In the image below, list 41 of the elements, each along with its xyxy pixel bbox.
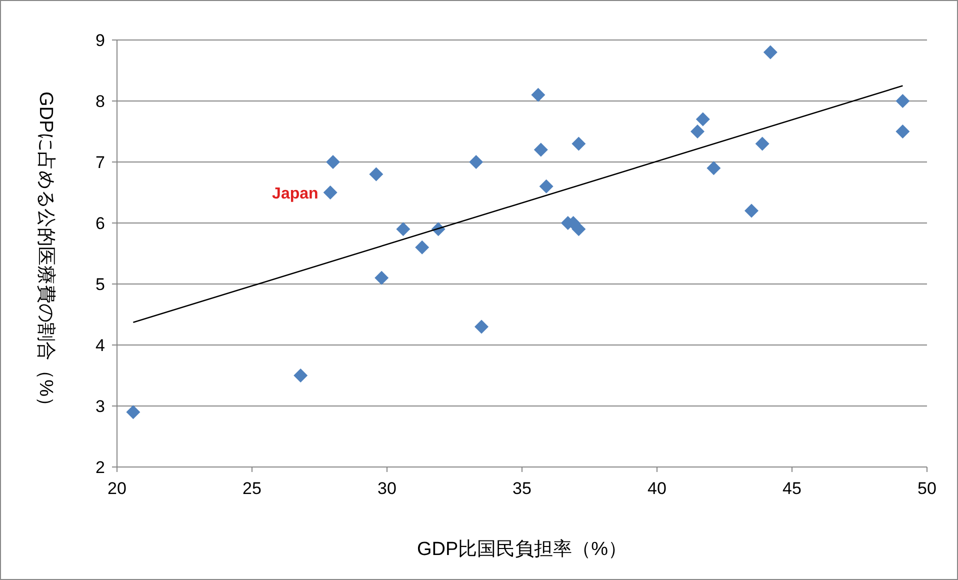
point: [534, 142, 548, 157]
point: [696, 112, 710, 126]
y-tick-label: 9: [96, 31, 105, 50]
x-tick-label: 40: [648, 479, 666, 498]
point: [469, 155, 484, 169]
point: [294, 368, 308, 382]
point: [126, 405, 140, 420]
point: [572, 136, 586, 151]
x-tick-label: 20: [108, 479, 126, 498]
x-tick-label: 50: [918, 479, 936, 498]
y-tick-label: 5: [96, 275, 105, 294]
y-axis-title: GDPに占める公的医療費の割合（%）: [35, 91, 57, 416]
point: [474, 320, 488, 334]
point: [744, 204, 758, 218]
x-tick-label: 30: [378, 479, 396, 498]
point: [531, 88, 546, 102]
point: [755, 136, 770, 151]
x-tick-label: 35: [512, 479, 532, 498]
y-tick-label: 3: [96, 397, 105, 416]
point: [572, 222, 586, 236]
point: [539, 179, 554, 194]
point: [896, 94, 910, 108]
y-tick-label: 7: [96, 153, 105, 172]
annotation: Japan: [272, 186, 318, 202]
point: [896, 124, 910, 138]
point: [415, 240, 430, 254]
point: [323, 186, 338, 200]
point: [690, 124, 704, 138]
point: [374, 270, 389, 285]
point: [326, 155, 340, 169]
x-axis-title: GDP比国民負担率（%）: [416, 538, 628, 560]
y-tick-label: 2: [96, 458, 105, 477]
y-tick-label: 6: [96, 214, 105, 233]
point: [396, 222, 410, 236]
x-tick-label: 45: [782, 479, 802, 498]
point: [369, 167, 384, 182]
y-tick-label: 4: [96, 336, 105, 355]
y-tick-label: 8: [96, 92, 105, 111]
point: [706, 161, 721, 176]
point: [763, 45, 778, 60]
x-tick-label: 25: [242, 479, 262, 498]
